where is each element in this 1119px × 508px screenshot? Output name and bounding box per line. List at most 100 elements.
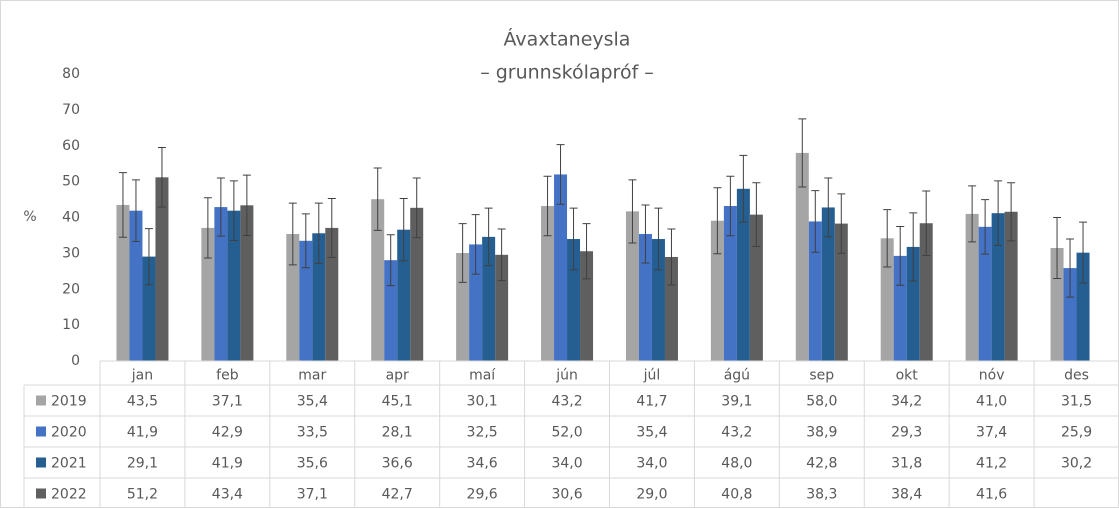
bar (116, 204, 130, 361)
error-bar (484, 207, 493, 267)
x-tick-label: mar (298, 368, 326, 384)
legend-label: 2022 (51, 487, 87, 503)
table-cell: 34,0 (636, 456, 667, 472)
error-bar (203, 197, 212, 259)
x-tick-label: maí (469, 368, 496, 384)
bar (299, 240, 313, 361)
error-bar (569, 207, 578, 271)
bar (991, 213, 1005, 361)
bar (795, 152, 809, 361)
error-bar (654, 207, 663, 271)
bar (142, 256, 156, 361)
table-cell: 43,2 (721, 425, 752, 441)
table-cell: 30,2 (1061, 456, 1092, 472)
y-tick-label: 50 (62, 174, 80, 190)
bar (834, 223, 848, 361)
table-cell: 58,0 (806, 394, 837, 410)
legend-label: 2020 (51, 425, 87, 441)
x-tick-label: sep (809, 368, 834, 384)
bar (723, 206, 737, 361)
error-bar (157, 147, 166, 208)
x-tick-label: apr (386, 368, 409, 384)
table-cell: 29,0 (636, 487, 667, 503)
error-bar (229, 180, 238, 241)
table-cell: 29,6 (467, 487, 498, 503)
error-bar (301, 213, 310, 269)
error-bar (556, 144, 565, 205)
bar (1004, 211, 1018, 361)
x-tick-label: des (1064, 368, 1089, 384)
legend-swatch (36, 426, 46, 437)
table-cell: 42,8 (806, 456, 837, 472)
table-cell: 41,7 (636, 394, 667, 410)
table-cell: 29,3 (891, 425, 922, 441)
bar (286, 234, 300, 361)
bar (129, 210, 143, 361)
error-bar (752, 182, 761, 248)
error-bar (1066, 238, 1075, 298)
error-bar (471, 214, 480, 275)
bar (736, 188, 750, 361)
bar (495, 254, 509, 361)
error-bar (582, 223, 591, 280)
table-cell: 31,8 (891, 456, 922, 472)
bar (482, 236, 496, 361)
error-bar (1079, 221, 1088, 284)
bar (371, 199, 385, 361)
legend-swatch (36, 488, 46, 499)
table-cell: 33,5 (297, 425, 328, 441)
error-bar (824, 177, 833, 238)
error-bar (543, 175, 552, 237)
table-cell: 41,9 (127, 425, 158, 441)
table-cell: 38,3 (806, 487, 837, 503)
error-bar (327, 197, 336, 258)
table-cell: 25,9 (1061, 425, 1092, 441)
bar (906, 246, 920, 361)
chart-title: Ávaxtaneysla (504, 28, 631, 51)
x-tick-label: jún (555, 368, 578, 384)
table-cell: 32,5 (467, 425, 498, 441)
error-bar (726, 175, 735, 237)
bar (541, 206, 555, 361)
error-bar (837, 193, 846, 254)
bar (1076, 252, 1090, 361)
table-cell: 41,0 (976, 394, 1007, 410)
error-bar (373, 167, 382, 231)
error-bar (641, 204, 650, 264)
table-cell: 28,1 (382, 425, 413, 441)
bar (397, 229, 411, 361)
x-tick-label: ágú (724, 368, 750, 384)
error-bar (667, 228, 676, 286)
table-cell: 40,8 (721, 487, 752, 503)
y-axis-label: % (23, 209, 36, 225)
bar (469, 244, 483, 361)
table-cell: 30,6 (551, 487, 582, 503)
bar (554, 174, 568, 361)
error-bar (811, 190, 820, 253)
error-bar (981, 199, 990, 255)
chart-subtitle: – grunnskólapróf – (480, 62, 654, 84)
y-tick-label: 30 (62, 245, 80, 261)
error-bar (909, 212, 918, 282)
table-cell: 37,1 (297, 487, 328, 503)
y-tick-label: 70 (62, 102, 80, 118)
error-bar (118, 172, 127, 238)
legend-label: 2019 (51, 394, 87, 410)
bar (312, 233, 326, 361)
table-cell: 42,9 (212, 425, 243, 441)
bar (965, 213, 979, 361)
bar (1063, 268, 1077, 361)
table-cell: 48,0 (721, 456, 752, 472)
bar (919, 223, 933, 361)
error-bar (458, 223, 467, 283)
table-cell: 39,1 (721, 394, 752, 410)
table-cell: 36,6 (382, 456, 413, 472)
table-cell: 35,4 (636, 425, 667, 441)
table-cell: 37,1 (212, 394, 243, 410)
x-tick-label: feb (216, 368, 239, 384)
bar (201, 227, 215, 361)
y-tick-label: 40 (62, 210, 80, 226)
bar (410, 207, 424, 361)
